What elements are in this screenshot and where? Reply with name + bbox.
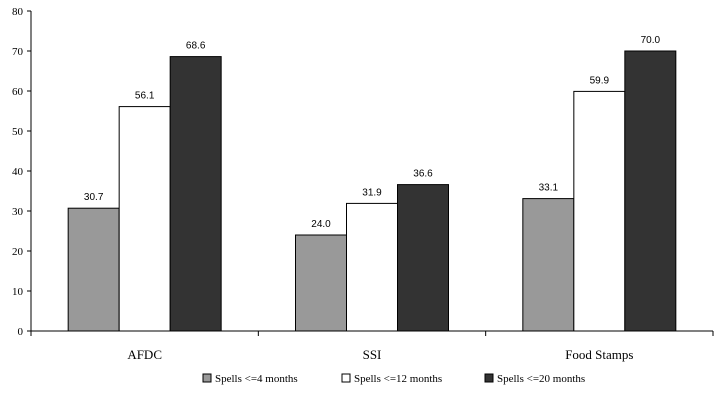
legend-label: Spells <=4 months <box>215 373 298 385</box>
x-category-label: Food Stamps <box>565 347 633 362</box>
data-label: 33.1 <box>539 183 559 194</box>
y-tick-label: 60 <box>12 86 24 98</box>
bar <box>346 202 398 332</box>
bar <box>295 234 347 332</box>
data-label: 68.6 <box>186 41 206 52</box>
legend-swatch <box>484 373 494 383</box>
data-label: 36.6 <box>413 169 433 180</box>
y-tick-label: 40 <box>12 166 24 178</box>
x-axis: AFDC SSI Food Stamps <box>30 330 714 362</box>
bar <box>522 198 575 332</box>
data-label: 59.9 <box>590 75 610 86</box>
data-label: 31.9 <box>362 187 382 198</box>
legend-label: Spells <=12 months <box>354 373 442 385</box>
legend: Spells <=4 months Spells <=12 months Spell… <box>202 373 585 385</box>
bar <box>67 207 120 332</box>
x-category-label: AFDC <box>127 347 162 362</box>
bars <box>67 50 677 332</box>
y-tick-label: 70 <box>12 46 24 58</box>
y-axis: 0 10 20 30 40 50 60 70 80 <box>12 6 32 338</box>
bar <box>118 106 171 332</box>
bar <box>573 90 626 332</box>
bar <box>169 56 222 332</box>
y-tick-label: 20 <box>12 246 24 258</box>
y-tick-label: 50 <box>12 126 24 138</box>
data-labels: 30.7 56.1 68.6 24.0 31.9 36.6 33.1 59.9 70.0 <box>84 35 661 230</box>
y-tick-label: 10 <box>12 286 24 298</box>
data-label: 30.7 <box>84 192 104 203</box>
y-tick-label: 80 <box>12 6 24 18</box>
legend-swatch <box>202 373 212 383</box>
legend-swatch <box>341 373 351 383</box>
bar <box>397 184 449 332</box>
y-tick-label: 30 <box>12 206 24 218</box>
x-category-label: SSI <box>363 347 382 362</box>
legend-label: Spells <=20 months <box>497 373 585 385</box>
bar <box>624 50 677 332</box>
data-label: 70.0 <box>641 35 661 46</box>
data-label: 56.1 <box>135 91 155 102</box>
data-label: 24.0 <box>311 219 331 230</box>
y-tick-label: 0 <box>18 326 24 338</box>
